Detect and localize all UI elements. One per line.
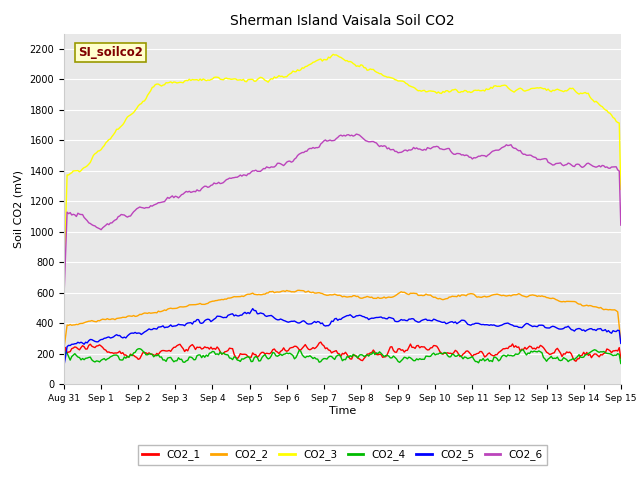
Line: CO2_5: CO2_5	[64, 309, 621, 365]
CO2_1	[60, 356, 68, 361]
CO2_6	[617, 222, 625, 228]
CO2_2	[295, 288, 303, 293]
CO2_4	[60, 360, 68, 366]
CO2_1	[617, 356, 625, 361]
CO2_3	[410, 84, 417, 90]
Legend: CO2_1, CO2_2, CO2_3, CO2_4, CO2_5, CO2_6: CO2_1, CO2_2, CO2_3, CO2_4, CO2_5, CO2_6	[138, 445, 547, 465]
CO2_4	[165, 355, 173, 360]
CO2_6	[353, 131, 360, 137]
CO2_1	[164, 348, 172, 354]
CO2_3	[550, 88, 558, 94]
CO2_6	[550, 162, 558, 168]
CO2_6	[164, 194, 172, 200]
CO2_4	[379, 352, 387, 358]
CO2_3	[164, 80, 172, 86]
CO2_3	[617, 187, 625, 192]
CO2_2	[164, 306, 172, 312]
Line: CO2_4: CO2_4	[64, 348, 621, 363]
CO2_5	[410, 316, 417, 322]
CO2_3	[330, 51, 337, 57]
CO2_1	[317, 339, 324, 345]
CO2_6	[379, 144, 387, 149]
CO2_2	[379, 295, 387, 301]
Y-axis label: Soil CO2 (mV): Soil CO2 (mV)	[14, 170, 24, 248]
CO2_5	[60, 362, 68, 368]
CO2_5	[397, 317, 405, 323]
X-axis label: Time: Time	[329, 406, 356, 416]
CO2_6	[397, 149, 405, 155]
CO2_1	[397, 348, 405, 353]
CO2_2	[76, 321, 83, 326]
CO2_1	[410, 345, 417, 350]
CO2_4	[397, 358, 405, 364]
CO2_3	[397, 78, 405, 84]
CO2_4	[76, 355, 83, 360]
Line: CO2_1: CO2_1	[64, 342, 621, 361]
CO2_2	[397, 289, 405, 295]
Line: CO2_3: CO2_3	[64, 54, 621, 279]
CO2_6	[76, 211, 83, 217]
CO2_6	[410, 144, 417, 150]
CO2_5	[617, 340, 625, 346]
CO2_1	[76, 347, 83, 353]
CO2_4	[136, 346, 143, 351]
CO2_5	[76, 340, 83, 346]
CO2_2	[60, 346, 68, 351]
CO2_2	[410, 290, 417, 296]
Title: Sherman Island Vaisala Soil CO2: Sherman Island Vaisala Soil CO2	[230, 14, 454, 28]
CO2_1	[550, 350, 558, 356]
CO2_5	[550, 324, 558, 329]
CO2_5	[249, 306, 257, 312]
CO2_2	[550, 296, 558, 301]
CO2_4	[410, 358, 417, 363]
CO2_5	[164, 324, 172, 330]
CO2_1	[379, 354, 387, 360]
CO2_5	[379, 315, 387, 321]
Text: SI_soilco2: SI_soilco2	[78, 47, 143, 60]
Line: CO2_6: CO2_6	[64, 134, 621, 297]
CO2_6	[60, 294, 68, 300]
CO2_4	[617, 360, 625, 366]
CO2_3	[379, 72, 387, 78]
CO2_4	[550, 355, 558, 361]
CO2_1	[572, 359, 580, 364]
CO2_2	[617, 338, 625, 344]
CO2_3	[76, 169, 83, 175]
CO2_3	[60, 276, 68, 282]
Line: CO2_2: CO2_2	[64, 290, 621, 348]
